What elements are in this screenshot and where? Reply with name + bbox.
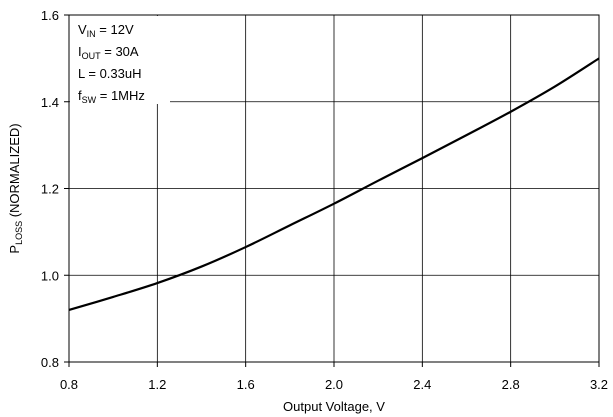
x-tick-label: 2.8 — [502, 377, 520, 392]
annotation-line: IOUT = 30A — [78, 44, 139, 61]
annotation-background — [70, 16, 170, 104]
x-tick-label: 0.8 — [60, 377, 78, 392]
x-tick-label: 3.2 — [590, 377, 608, 392]
x-axis-ticks: 0.8 1.2 1.6 2.0 2.4 2.8 3.2 — [60, 362, 608, 392]
y-tick-label: 1.6 — [41, 8, 59, 23]
y-axis-label-rest: (NORMALIZED) — [7, 123, 22, 221]
y-tick-label: 1.4 — [41, 95, 59, 110]
x-tick-label: 2.4 — [413, 377, 431, 392]
annotation-box — [70, 16, 170, 104]
grid-lines — [69, 15, 599, 362]
x-tick-label: 1.6 — [237, 377, 255, 392]
x-tick-label: 1.2 — [148, 377, 166, 392]
series-line — [68, 57, 600, 312]
annotation-text: VIN = 12V IOUT = 30A L = 0.33uH fSW = 1MHz — [78, 22, 145, 105]
annotation-line: fSW = 1MHz — [78, 88, 145, 105]
y-tick-label: 1.2 — [41, 182, 59, 197]
x-tick-label: 2.0 — [325, 377, 343, 392]
y-axis-label-sub: LOSS — [14, 221, 24, 245]
x-axis-label: Output Voltage, V — [283, 399, 385, 414]
y-tick-label: 0.8 — [41, 355, 59, 370]
y-axis-label: PLOSS (NORMALIZED) — [7, 123, 24, 253]
y-axis-label-main: P — [7, 245, 22, 254]
y-axis-ticks: 0.8 1.0 1.2 1.4 1.6 — [41, 8, 69, 370]
annotation-line: VIN = 12V — [78, 22, 134, 39]
y-tick-label: 1.0 — [41, 268, 59, 283]
annotation-line: L = 0.33uH — [78, 66, 141, 81]
